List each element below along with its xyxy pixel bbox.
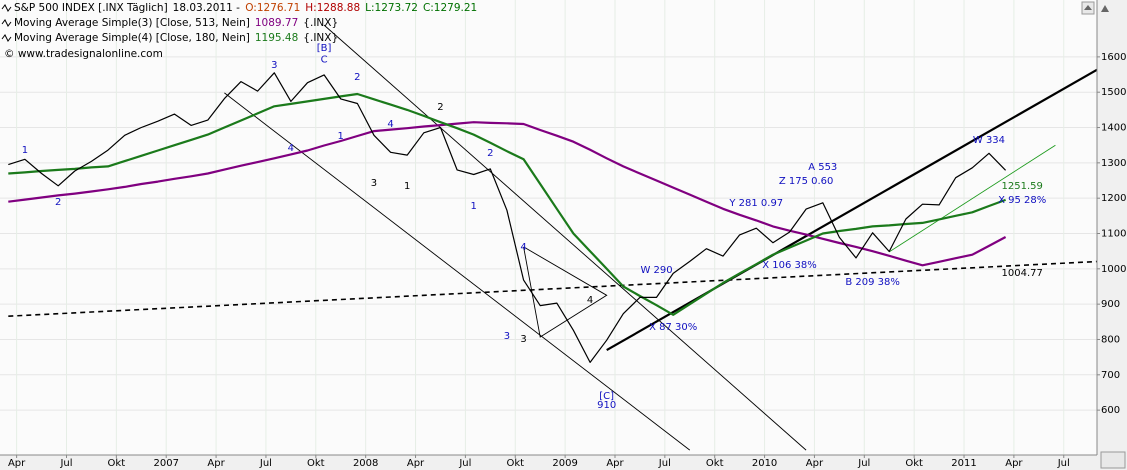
annotation: 3 <box>504 331 510 342</box>
annotation: 2 <box>55 197 61 208</box>
x-tick-label: Apr <box>8 458 26 469</box>
x-tick-label: Okt <box>307 458 325 469</box>
moving-average-line <box>8 92 1006 316</box>
header: S&P 500 INDEX [.INX Täglich] 18.03.2011 -… <box>1 2 477 60</box>
axis-arrow[interactable] <box>1101 5 1109 12</box>
x-tick-label: Okt <box>506 458 524 469</box>
quote-high: H:1288.88 <box>305 2 360 14</box>
annotation: [C] <box>599 391 614 402</box>
annotation: 3 <box>520 334 526 345</box>
annotation: X 87 30% <box>649 322 697 333</box>
axes: 600 700 800 900 1000 1100 1200 1300 1400 1500 1600… <box>8 52 1126 469</box>
legend-entry: Moving Average Simple(4) [Close, 180, Ne… <box>14 32 338 44</box>
x-tick-label: 2008 <box>353 458 378 469</box>
y-tick-label: 1200 <box>1101 193 1126 204</box>
legend-name: Moving Average Simple(3) [Close, 513, Ne… <box>14 17 250 29</box>
x-tick-label: Apr <box>207 458 225 469</box>
x-tick-label: Jul <box>458 458 471 469</box>
annotation: 1251.59 <box>1002 181 1043 192</box>
x-tick-label: 2011 <box>951 458 976 469</box>
legend-source: {.INX} <box>303 32 338 44</box>
plot-area <box>0 0 1097 455</box>
annotation: 1 <box>338 131 344 142</box>
x-tick-label: Jul <box>857 458 870 469</box>
legend-value: 1195.48 <box>255 32 298 44</box>
watermark: © www.tradesignalonline.com <box>4 48 163 60</box>
x-tick-label: Jul <box>59 458 72 469</box>
trend-line <box>888 144 1056 253</box>
annotation: 4 <box>587 295 593 306</box>
annotation: A 553 <box>808 162 837 173</box>
annotation: Y 281 0.97 <box>728 198 783 209</box>
x-tick-label: 2007 <box>153 458 178 469</box>
annotation: 1 <box>471 201 477 212</box>
annotation: 3 <box>371 178 377 189</box>
legend-icon <box>1 34 12 42</box>
annotation: 910 <box>597 400 616 411</box>
quote-date: 18.03.2011 - <box>173 2 241 14</box>
x-tick-label: 2009 <box>552 458 577 469</box>
x-tick-label: 2010 <box>752 458 777 469</box>
y-tick-label: 1600 <box>1101 52 1126 63</box>
legend-entry: Moving Average Simple(3) [Close, 513, Ne… <box>14 17 338 29</box>
trend-line <box>323 24 807 451</box>
quote-low: L:1273.72 <box>365 2 418 14</box>
annotation: 1 <box>404 181 410 192</box>
trend-line <box>606 68 1097 352</box>
annotation: 2 <box>487 148 493 159</box>
annotation: 1004.77 <box>1002 268 1043 279</box>
x-tick-label: Jul <box>658 458 671 469</box>
annotation: 4 <box>520 242 526 253</box>
trend-line <box>8 260 1097 317</box>
annotation: C <box>321 55 328 66</box>
moving-average-line <box>8 121 1007 267</box>
annotation: 4 <box>288 143 294 154</box>
y-tick-label: 1300 <box>1101 158 1126 169</box>
annotation: W 334 <box>973 135 1005 146</box>
y-tick-label: 900 <box>1101 299 1120 310</box>
y-tick-label: 1400 <box>1101 123 1126 134</box>
annotation: 2 <box>437 102 443 113</box>
legend-value: 1089.77 <box>255 17 298 29</box>
x-tick-label: Apr <box>806 458 824 469</box>
x-tick-label: Okt <box>706 458 724 469</box>
corner-box <box>1100 451 1126 469</box>
x-tick-label: Apr <box>606 458 624 469</box>
legend-name: Moving Average Simple(4) [Close, 180, Ne… <box>14 32 250 44</box>
legend-icon <box>1 19 12 27</box>
annotation: 3 <box>271 60 277 71</box>
quote-close: C:1279.21 <box>423 2 477 14</box>
annotation: W 290 <box>640 265 672 276</box>
legend-name: S&P 500 INDEX [.INX Täglich] <box>14 2 168 14</box>
y-tick-label: 1000 <box>1101 264 1126 275</box>
scroll-icon <box>1084 5 1092 10</box>
x-tick-label: Apr <box>407 458 425 469</box>
y-tick-label: 1500 <box>1101 87 1126 98</box>
y-tick-label: 800 <box>1101 334 1120 345</box>
legend-source: {.INX} <box>303 17 338 29</box>
annotation: 4 <box>387 119 393 130</box>
legend-icon <box>1 4 12 12</box>
x-tick-label: Jul <box>1057 458 1070 469</box>
annotation: X 106 38% <box>762 260 817 271</box>
y-tick-label: 600 <box>1101 405 1120 416</box>
y-tick-label: 1100 <box>1101 229 1126 240</box>
x-tick-label: Jul <box>259 458 272 469</box>
quote-open: O:1276.71 <box>245 2 300 14</box>
y-tick-label: 700 <box>1101 370 1120 381</box>
price-line <box>8 72 1007 363</box>
annotation: 1 <box>22 145 28 156</box>
x-tick-label: Okt <box>108 458 126 469</box>
annotation: [B] <box>317 43 332 54</box>
annotation: 2 <box>354 72 360 83</box>
annotation: X 95 28% <box>998 195 1046 206</box>
legend-entry: S&P 500 INDEX [.INX Täglich] 18.03.2011 -… <box>14 2 477 14</box>
x-tick-label: Apr <box>1005 458 1023 469</box>
x-tick-label: Okt <box>905 458 923 469</box>
annotation: B 209 38% <box>845 277 900 288</box>
grid <box>0 0 1097 455</box>
annotation: Z 175 0.60 <box>779 176 834 187</box>
